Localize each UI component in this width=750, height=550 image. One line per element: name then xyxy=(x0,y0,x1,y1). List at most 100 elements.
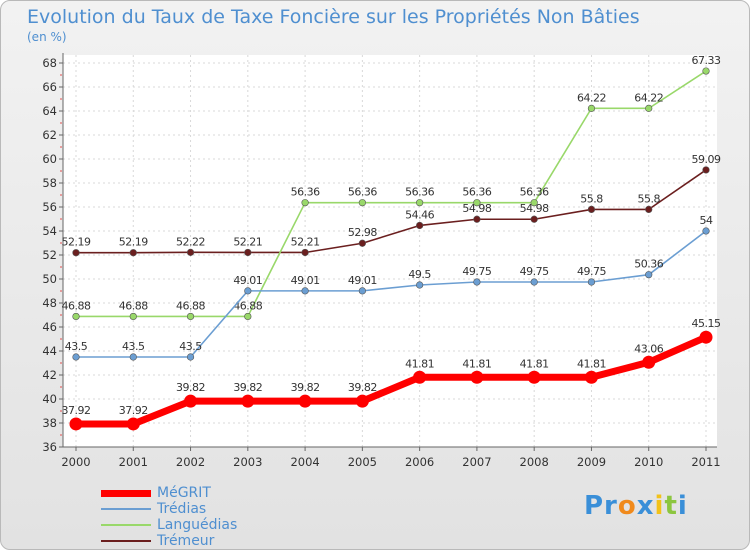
point-tredias-2001 xyxy=(129,353,137,361)
data-label-tredias-2006: 49.5 xyxy=(408,268,431,281)
data-label-megrit-2003: 39.82 xyxy=(233,381,262,394)
x-tick-label-2006: 2006 xyxy=(405,455,434,469)
y-tick-label-50: 50 xyxy=(42,272,57,286)
point-tremeur-2011 xyxy=(702,166,710,174)
chart-title: Evolution du Taux de Taxe Foncière sur l… xyxy=(27,6,640,28)
y-tick-label-40: 40 xyxy=(42,392,57,406)
data-label-tredias-2007: 49.75 xyxy=(462,265,491,278)
data-label-tredias-2003: 49.01 xyxy=(233,274,262,287)
point-tredias-2007 xyxy=(473,278,481,286)
legend-item-megrit: MéGRIT xyxy=(101,485,237,501)
point-megrit-2003 xyxy=(241,394,255,408)
point-megrit-2000 xyxy=(69,417,83,431)
series-line-languedias xyxy=(75,70,707,318)
y-tick-label-58: 58 xyxy=(42,176,57,190)
data-label-tremeur-2010: 55.8 xyxy=(637,192,660,205)
data-label-megrit-2005: 39.82 xyxy=(348,381,377,394)
x-tick-label-2008: 2008 xyxy=(520,455,549,469)
x-tick-label-2009: 2009 xyxy=(577,455,606,469)
y-tick-label-36: 36 xyxy=(42,440,57,454)
point-languedias-2011 xyxy=(702,67,710,75)
point-languedias-2000 xyxy=(72,312,80,321)
data-label-megrit-2006: 41.81 xyxy=(405,357,434,370)
plot-area xyxy=(63,55,717,447)
data-label-languedias-2008: 56.36 xyxy=(520,186,549,199)
data-label-languedias-2003: 46.88 xyxy=(233,299,262,312)
series-line-tredias xyxy=(75,230,707,358)
point-tremeur-2003 xyxy=(244,248,252,257)
point-tremeur-2010 xyxy=(645,205,653,213)
point-languedias-2003 xyxy=(244,312,252,321)
point-tremeur-2004 xyxy=(301,248,309,257)
point-tremeur-2000 xyxy=(72,249,80,257)
legend-swatch-tredias xyxy=(101,508,151,510)
legend-item-tremeur: Trémeur xyxy=(101,533,237,549)
series-line-megrit xyxy=(72,333,710,428)
point-tremeur-2007 xyxy=(473,215,481,223)
point-languedias-2004 xyxy=(301,199,309,207)
point-languedias-2009 xyxy=(587,104,596,112)
data-label-tremeur-2007: 54.98 xyxy=(462,202,491,215)
point-tredias-2005 xyxy=(358,287,366,295)
y-tick-label-38: 38 xyxy=(42,416,57,430)
data-label-tredias-2001: 43.5 xyxy=(122,340,145,353)
point-languedias-2006 xyxy=(416,199,424,207)
point-tremeur-2009 xyxy=(587,205,596,213)
data-label-tremeur-2005: 52.98 xyxy=(348,226,377,239)
point-megrit-2005 xyxy=(355,394,369,408)
data-label-languedias-2005: 56.36 xyxy=(348,186,377,199)
point-tredias-2008 xyxy=(530,278,538,286)
point-tredias-2004 xyxy=(301,287,309,295)
data-label-languedias-2004: 56.36 xyxy=(291,186,320,199)
point-tredias-2006 xyxy=(416,281,424,289)
data-label-tremeur-2008: 54.98 xyxy=(520,202,549,215)
y-tick-label-60: 60 xyxy=(42,152,57,166)
legend-label-languedias: Languédias xyxy=(157,517,238,533)
legend-swatch-tremeur xyxy=(101,540,151,542)
y-tick-label-42: 42 xyxy=(42,368,57,382)
data-label-tremeur-2011: 59.09 xyxy=(692,153,721,166)
data-label-languedias-2009: 64.22 xyxy=(577,91,606,104)
point-megrit-2006 xyxy=(413,370,427,384)
point-megrit-2011 xyxy=(699,330,713,344)
point-megrit-2007 xyxy=(470,370,484,384)
point-megrit-2004 xyxy=(298,394,312,408)
legend-item-languedias: Languédias xyxy=(101,517,237,533)
point-tremeur-2001 xyxy=(129,249,137,257)
point-megrit-2009 xyxy=(584,370,598,384)
legend-swatch-languedias xyxy=(101,524,151,526)
data-label-megrit-2000: 37.92 xyxy=(62,404,91,417)
y-unit-label: (en %) xyxy=(27,30,67,44)
series-line-tremeur xyxy=(75,169,707,254)
data-label-tredias-2011: 54 xyxy=(700,214,713,227)
proxiti-logo: Proxiti xyxy=(584,491,688,521)
point-tredias-2000 xyxy=(72,353,80,361)
point-tredias-2010 xyxy=(645,271,653,279)
x-tick-label-2005: 2005 xyxy=(348,455,377,469)
data-label-tredias-2000: 43.5 xyxy=(65,340,88,353)
data-label-tremeur-2009: 55.8 xyxy=(580,192,603,205)
point-tredias-2003 xyxy=(244,287,252,295)
data-label-tremeur-2000: 52.19 xyxy=(62,236,91,249)
data-label-tredias-2004: 49.01 xyxy=(291,274,320,287)
data-label-tremeur-2001: 52.19 xyxy=(119,236,148,249)
data-label-languedias-2002: 46.88 xyxy=(176,299,205,312)
point-megrit-2002 xyxy=(184,394,198,408)
x-tick-label-2011: 2011 xyxy=(691,455,720,469)
x-tick-label-2000: 2000 xyxy=(61,455,90,469)
x-tick-label-2010: 2010 xyxy=(634,455,663,469)
x-tick-label-2003: 2003 xyxy=(233,455,262,469)
point-languedias-2002 xyxy=(186,312,195,321)
y-tick-label-46: 46 xyxy=(42,320,57,334)
x-tick-label-2004: 2004 xyxy=(290,455,319,469)
legend-swatch-megrit xyxy=(101,489,151,497)
y-tick-label-68: 68 xyxy=(42,56,57,70)
point-tredias-2011 xyxy=(702,227,710,235)
legend-label-tremeur: Trémeur xyxy=(157,533,215,549)
x-tick-label-2007: 2007 xyxy=(462,455,491,469)
point-megrit-2001 xyxy=(126,417,140,431)
data-label-megrit-2004: 39.82 xyxy=(291,381,320,394)
point-languedias-2010 xyxy=(645,104,653,112)
x-tick-label-2002: 2002 xyxy=(176,455,205,469)
